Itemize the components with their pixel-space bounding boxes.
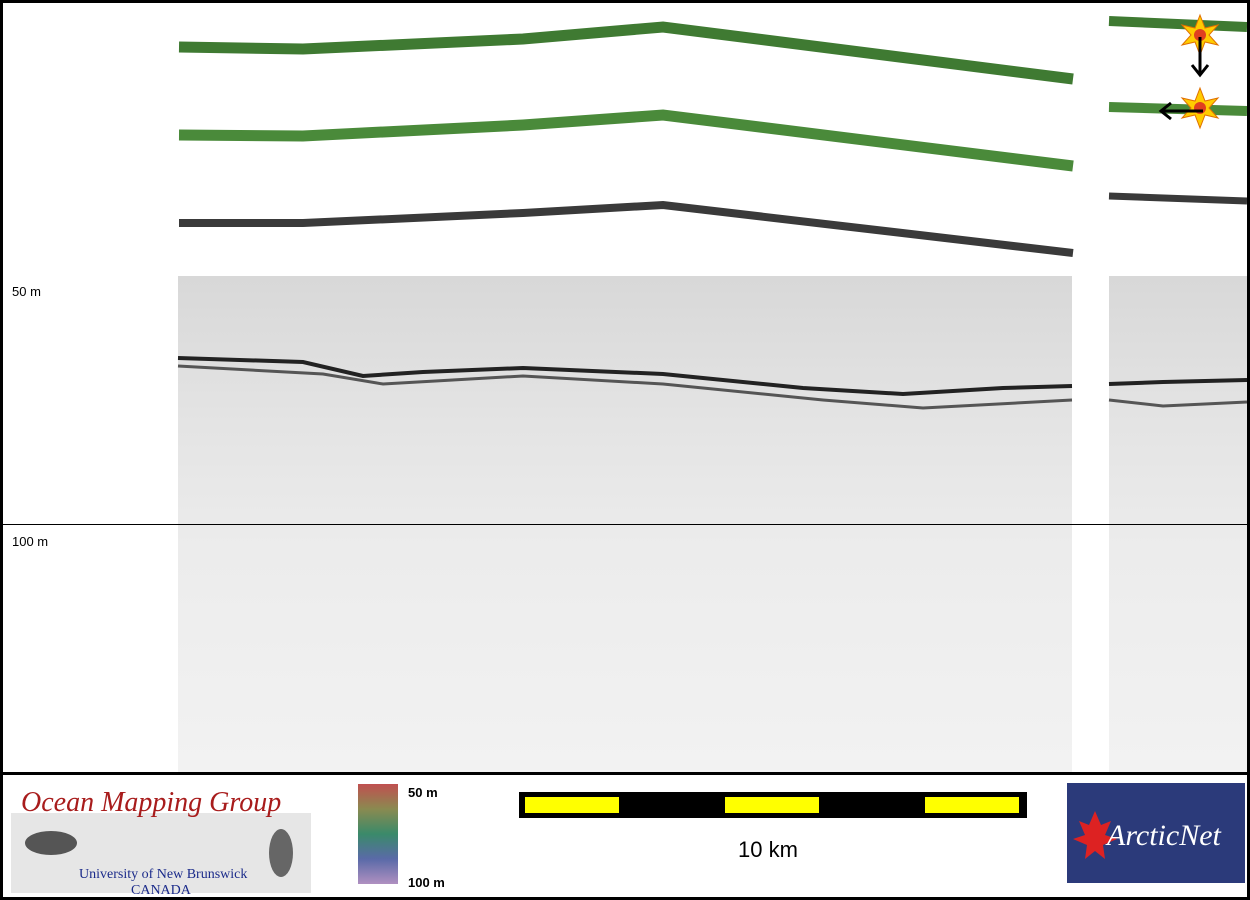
swath-strip-middle-right (1108, 102, 1247, 116)
swath-strips (178, 13, 1247, 257)
swath-strip-top (178, 21, 1074, 85)
colorbar-label-top: 50 m (408, 785, 438, 800)
scale-bar (519, 792, 1027, 818)
logo-subtitle-country: CANADA (131, 883, 191, 898)
scale-bar-label: 10 km (738, 837, 798, 862)
maple-leaf-icon (1073, 811, 1117, 859)
arcticnet-logo: ArcticNet (1067, 783, 1245, 883)
seal-icon (25, 829, 293, 877)
depth-label-50: 50 m (12, 284, 41, 299)
arrow-left-icon (1158, 101, 1203, 121)
ocean-mapping-group-logo: Ocean Mapping Group University of New Br… (11, 783, 311, 898)
subbottom-profile-image (177, 276, 1247, 772)
depth-colorbar (358, 784, 398, 884)
swath-strip-top-right (1108, 16, 1247, 32)
swath-strip-middle (178, 109, 1074, 172)
depth-label-100: 100 m (12, 534, 49, 549)
colorbar-label-bottom: 100 m (408, 875, 445, 890)
swath-strip-bottom (179, 200, 1074, 257)
partner-logo-text: ArcticNet (1107, 819, 1221, 852)
footer-panel: Ocean Mapping Group University of New Br… (0, 772, 1250, 900)
logo-title: Ocean Mapping Group (21, 787, 282, 818)
subbottom-profile-panel: 50 m 100 m (0, 272, 1250, 776)
seabed-reflector (177, 356, 1073, 397)
arrow-down-icon (1190, 37, 1210, 78)
swath-panel (0, 0, 1250, 276)
swath-strip-bottom-right (1108, 192, 1247, 205)
logo-subtitle-university: University of New Brunswick (79, 867, 248, 882)
depth-gridline (3, 524, 1247, 525)
